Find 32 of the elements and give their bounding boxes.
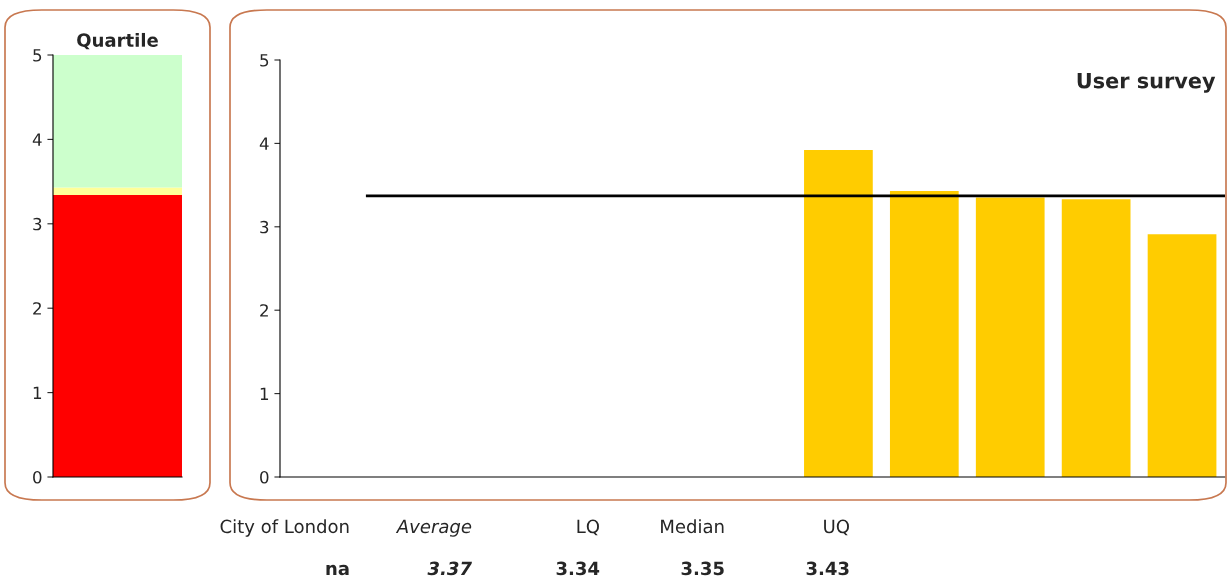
text: 3.34 bbox=[556, 561, 600, 576]
y-tick-label: 5 bbox=[33, 49, 42, 62]
text: Average bbox=[395, 519, 472, 537]
y-tick-label: 1 bbox=[260, 387, 269, 400]
bar bbox=[889, 190, 959, 477]
bar bbox=[804, 150, 873, 477]
bar bbox=[53, 55, 182, 188]
y-tick-label: 4 bbox=[32, 133, 42, 146]
y-tick-label: 1 bbox=[33, 386, 42, 399]
text: 3.35 bbox=[681, 561, 724, 576]
bar bbox=[1147, 234, 1217, 477]
y-tick-label: 3 bbox=[260, 220, 269, 234]
text: Median bbox=[661, 519, 724, 534]
text: 3.43 bbox=[806, 561, 849, 576]
y-tick-label: 0 bbox=[260, 470, 269, 484]
text: User survey bbox=[1077, 72, 1216, 93]
y-tick-label: 2 bbox=[260, 304, 268, 317]
bar bbox=[1061, 199, 1131, 477]
y-tick-label: 5 bbox=[260, 54, 269, 67]
text: City of London bbox=[220, 519, 349, 537]
y-tick-label: 3 bbox=[33, 217, 42, 231]
text: na bbox=[326, 564, 349, 576]
text: LQ bbox=[577, 519, 599, 536]
y-tick-label: 2 bbox=[33, 302, 41, 315]
text: UQ bbox=[824, 519, 849, 536]
y-tick-label: 4 bbox=[259, 137, 269, 150]
y-tick-label: 0 bbox=[33, 470, 42, 484]
chart-title: Quartile bbox=[77, 32, 158, 50]
bar bbox=[975, 197, 1045, 477]
bar bbox=[53, 187, 182, 196]
bar bbox=[53, 195, 182, 477]
text: 3.37 bbox=[427, 561, 472, 576]
